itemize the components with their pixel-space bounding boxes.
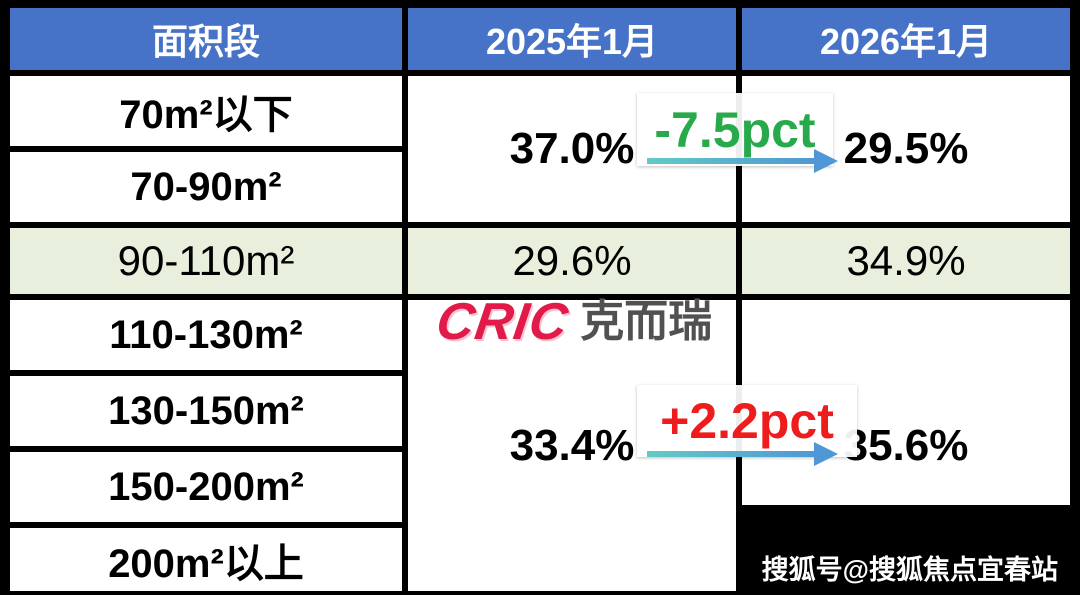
area-cell-110-130: 110-130m² bbox=[10, 300, 402, 370]
area-cell-150-200: 150-200m² bbox=[10, 452, 402, 522]
cric-watermark: CRIC 克而瑞 bbox=[433, 293, 713, 351]
header-cell-2026: 2026年1月 bbox=[742, 8, 1070, 70]
sohu-watermark-text: 搜狐号@搜狐焦点宜春站 bbox=[761, 555, 1058, 585]
decrease-pct-label: -7.5pct bbox=[654, 101, 816, 158]
sohu-watermark-strip: 搜狐号@搜狐焦点宜春站 bbox=[736, 505, 1080, 595]
header-cell-2025: 2025年1月 bbox=[408, 8, 736, 70]
arrow-line-decrease bbox=[647, 158, 815, 164]
area-cell-70-90: 70-90m² bbox=[10, 152, 402, 222]
cric-logo-chinese: 克而瑞 bbox=[580, 297, 713, 346]
area-cell-under-70: 70m²以下 bbox=[10, 76, 402, 146]
value-cell-2025-90-110: 29.6% bbox=[408, 228, 736, 294]
area-cell-130-150: 130-150m² bbox=[10, 376, 402, 446]
cric-logo-text: CRIC bbox=[432, 293, 573, 351]
header-cell-area: 面积段 bbox=[10, 8, 402, 70]
change-callout-increase: +2.2pct bbox=[637, 385, 857, 457]
area-cell-over-200: 200m²以上 bbox=[10, 528, 402, 591]
change-callout-decrease: -7.5pct bbox=[637, 93, 833, 166]
arrow-line-increase bbox=[647, 451, 815, 457]
arrow-right-icon bbox=[814, 442, 838, 466]
value-cell-2026-90-110: 34.9% bbox=[742, 228, 1070, 294]
increase-pct-label: +2.2pct bbox=[660, 393, 834, 449]
area-cell-90-110: 90-110m² bbox=[10, 228, 402, 294]
arrow-right-icon bbox=[814, 149, 838, 173]
